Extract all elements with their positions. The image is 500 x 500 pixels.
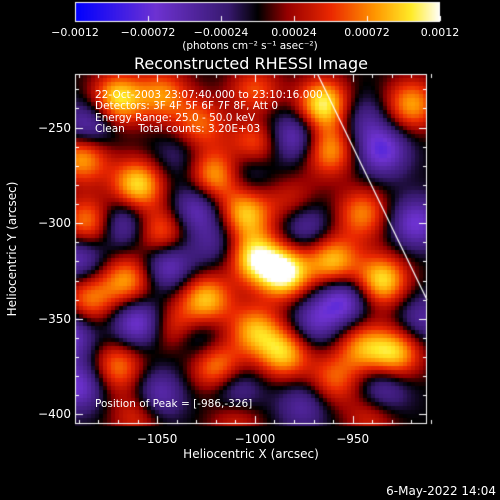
colorbar-tick-label: 0.0012 [420,26,460,39]
colorbar-units: (photons cm⁻² s⁻¹ asec⁻²) [182,40,318,52]
y-tick-label: −350 [38,311,71,326]
peak-position-annotation: Position of Peak = [-986,-326] [95,398,253,410]
chart-title: Reconstructed RHESSI Image [134,54,368,73]
y-tick-label: −250 [38,120,71,135]
x-axis-label: Heliocentric X (arcsec) [183,447,319,461]
colorbar-tick-label: −0.00072 [120,26,176,39]
clean-counts-annotation: Clean Total counts: 3.20E+03 [95,122,261,135]
colorbar-tick-label: 0.00072 [344,26,390,39]
y-axis-label: Heliocentric Y (arcsec) [5,181,19,317]
detectors-annotation: Detectors: 3F 4F 5F 6F 7F 8F, Att 0 [95,100,279,113]
colorbar-tick-labels: −0.0012 −0.00072 −0.00024 0.00024 0.00072 0.0… [0,26,500,40]
colorbar-tick-label: −0.0012 [51,26,99,39]
colorbar-tick-label: 0.00024 [271,26,317,39]
time-range-annotation: 22-Oct-2003 23:07:40.000 to 23:10:16.000 [95,89,323,101]
info-annotations: 22-Oct-2003 23:07:40.000 to 23:10:16.000… [95,89,323,135]
x-tick-label: −1000 [234,432,276,446]
x-tick-label: −950 [336,432,370,446]
y-tick-label: −300 [38,216,71,231]
plot-date: 6-May-2022 14:04 [386,484,496,498]
y-tick-label: −400 [38,407,71,422]
x-tick-label: −1050 [136,432,178,446]
energy-range-annotation: Energy Range: 25.0 - 50.0 keV [95,111,256,124]
colorbar-tick-label: −0.00024 [193,26,249,39]
